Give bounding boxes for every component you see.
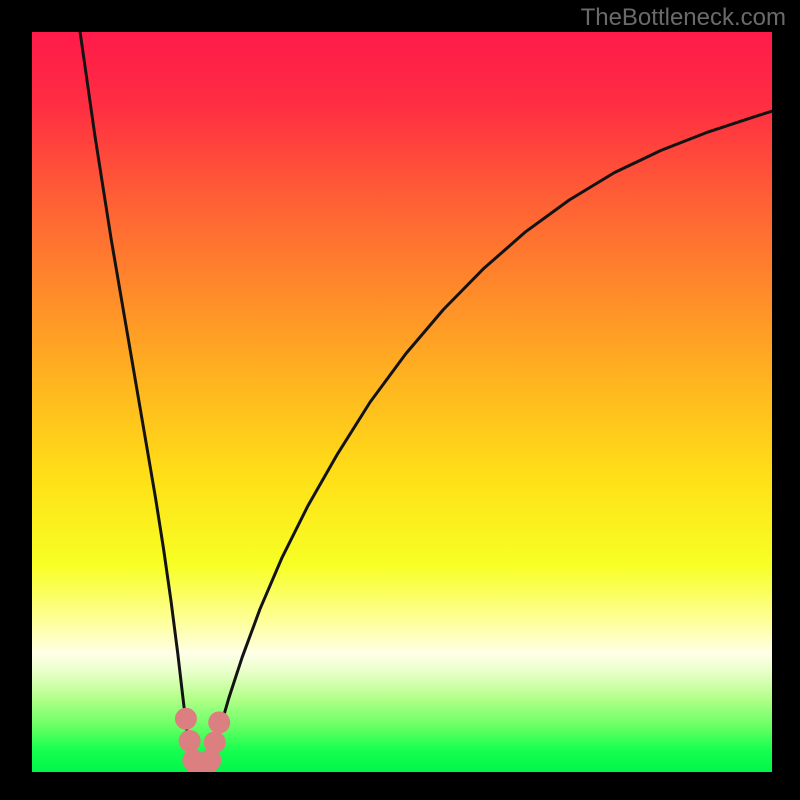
marker-group	[175, 708, 230, 772]
curves-svg	[32, 32, 772, 772]
curve-left	[80, 32, 192, 771]
marker-dot	[204, 731, 226, 753]
marker-dot	[208, 711, 230, 733]
attribution-text: TheBottleneck.com	[581, 4, 786, 32]
plot-area	[32, 32, 772, 772]
chart-container: TheBottleneck.com	[0, 0, 800, 800]
curve-right	[208, 111, 772, 770]
marker-dot	[175, 708, 197, 730]
marker-dot	[179, 730, 201, 752]
